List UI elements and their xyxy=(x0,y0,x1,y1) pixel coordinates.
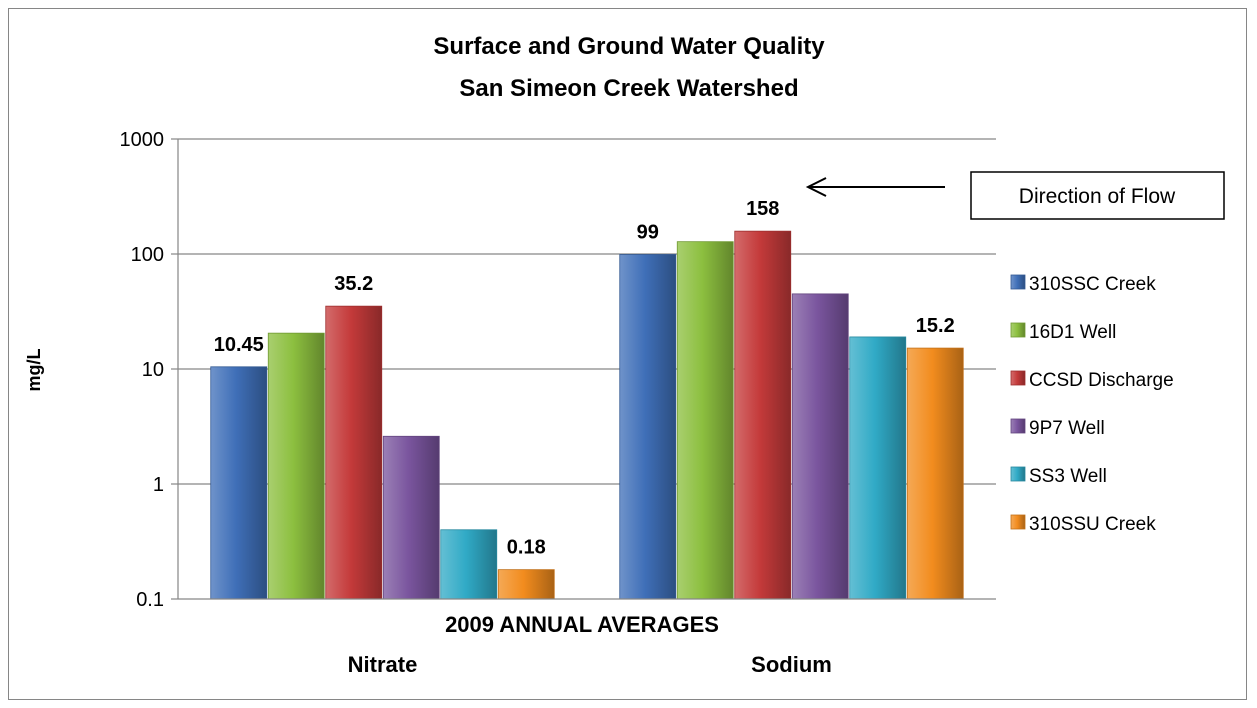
bar-310ssc-creek-sodium xyxy=(619,254,677,600)
data-label: 0.18 xyxy=(507,537,546,559)
y-tick-label: 1000 xyxy=(120,129,165,151)
bar-16d1-well-nitrate xyxy=(267,332,325,600)
legend-label: 310SSC Creek xyxy=(1029,274,1156,295)
annotation-box xyxy=(970,171,1225,220)
bar-310ssu-creek-nitrate xyxy=(497,569,555,600)
data-label: 158 xyxy=(746,198,779,220)
chart-subtitle: San Simeon Creek Watershed xyxy=(459,75,798,102)
bars xyxy=(210,230,964,600)
y-tick-label: 100 xyxy=(131,244,164,266)
legend-label: 9P7 Well xyxy=(1029,418,1105,439)
legend: 310SSC Creek 16D1 Well CCSD Discharge 9P7 W… xyxy=(1010,274,1174,535)
legend-item: SS3 Well xyxy=(1010,466,1107,487)
legend-item: 310SSU Creek xyxy=(1010,514,1156,535)
legend-item: 9P7 Well xyxy=(1010,418,1105,439)
legend-label: CCSD Discharge xyxy=(1029,370,1174,391)
bar-ccsd-discharge-sodium xyxy=(734,230,792,600)
y-tick-label: 10 xyxy=(142,359,164,381)
chart-title: Surface and Ground Water Quality xyxy=(433,33,825,60)
legend-item: CCSD Discharge xyxy=(1010,370,1174,391)
bar-ss3-well-sodium xyxy=(849,336,907,600)
y-tick-label: 1 xyxy=(153,474,164,496)
legend-swatch xyxy=(1010,370,1026,386)
legend-label: SS3 Well xyxy=(1029,466,1107,487)
category-label-nitrate: Nitrate xyxy=(348,652,418,677)
axes: 0.1 1 10 100 1000 Nitrate Sodium xyxy=(120,129,996,677)
data-labels: 10.45 35.2 0.18 99 158 15.2 xyxy=(214,198,955,558)
bar-310ssu-creek-sodium xyxy=(906,347,964,600)
bar-16d1-well-sodium xyxy=(676,241,734,600)
legend-swatch xyxy=(1010,514,1026,530)
data-label: 10.45 xyxy=(214,334,264,356)
annotation-text: Direction of Flow xyxy=(1019,185,1176,208)
y-tick-label: 0.1 xyxy=(136,589,164,611)
legend-swatch xyxy=(1010,322,1026,338)
legend-swatch xyxy=(1010,274,1026,290)
bar-9p7-well-sodium xyxy=(791,293,849,600)
legend-label: 310SSU Creek xyxy=(1029,514,1156,535)
legend-swatch xyxy=(1010,418,1026,434)
bar-ccsd-discharge-nitrate xyxy=(325,305,383,600)
data-label: 15.2 xyxy=(916,315,955,337)
bar-310ssc-creek-nitrate xyxy=(210,366,268,600)
legend-label: 16D1 Well xyxy=(1029,322,1116,343)
bar-9p7-well-nitrate xyxy=(382,435,440,600)
data-label: 35.2 xyxy=(334,273,373,295)
legend-item: 310SSC Creek xyxy=(1010,274,1156,295)
legend-swatch xyxy=(1010,466,1026,482)
data-label: 99 xyxy=(637,222,659,244)
category-label-sodium: Sodium xyxy=(751,652,832,677)
y-axis-label: mg/L xyxy=(24,348,44,391)
x-axis-label: 2009 ANNUAL AVERAGES xyxy=(445,612,719,637)
flow-arrow-head xyxy=(805,177,827,197)
bar-ss3-well-nitrate xyxy=(440,529,498,600)
direction-of-flow-annotation: Direction of Flow xyxy=(805,171,1225,220)
legend-item: 16D1 Well xyxy=(1010,322,1116,343)
